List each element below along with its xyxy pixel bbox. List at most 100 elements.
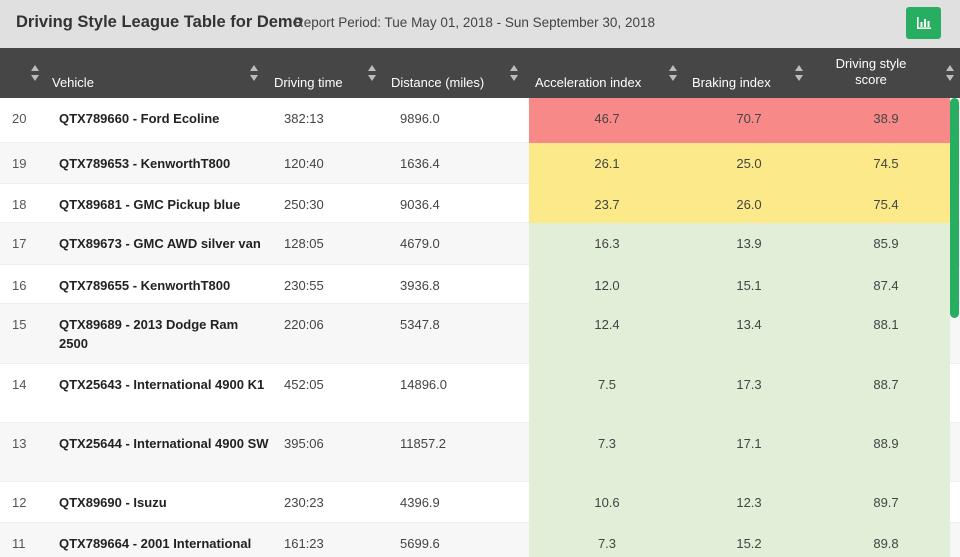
- column-header-score[interactable]: Driving style score: [808, 48, 960, 98]
- column-label-acceleration: Acceleration index: [535, 75, 642, 90]
- chart-view-button[interactable]: [906, 7, 941, 39]
- title-bar: Driving Style League Table for Demo Repo…: [0, 0, 960, 48]
- report-period: Report Period: Tue May 01, 2018 - Sun Se…: [294, 15, 655, 30]
- score-cell: 88.7: [873, 377, 899, 392]
- acceleration-cell: 7.3: [597, 536, 617, 551]
- vehicle-cell: QTX89673 - GMC AWD silver van: [59, 236, 261, 251]
- score-highlight: [529, 143, 950, 184]
- sort-icon: [946, 65, 954, 81]
- acceleration-cell: 12.4: [594, 317, 620, 332]
- driving-time-cell: 128:05: [284, 236, 324, 251]
- score-highlight: [529, 423, 950, 482]
- table-row[interactable]: 20 QTX789660 - Ford Ecoline 382:13 9896.0 46…: [0, 98, 960, 143]
- distance-cell: 14896.0: [400, 377, 447, 392]
- score-highlight: [529, 265, 950, 304]
- score-highlight: [529, 482, 950, 523]
- rank-cell: 19: [12, 156, 27, 171]
- braking-cell: 26.0: [736, 197, 762, 212]
- table-body: 20 QTX789660 - Ford Ecoline 382:13 9896.0 46…: [0, 98, 960, 557]
- driving-time-cell: 120:40: [284, 156, 324, 171]
- acceleration-cell: 16.3: [594, 236, 620, 251]
- driving-time-cell: 230:55: [284, 278, 324, 293]
- score-cell: 75.4: [873, 197, 899, 212]
- rank-cell: 13: [12, 436, 27, 451]
- score-highlight: [529, 523, 950, 557]
- score-cell: 88.9: [873, 436, 899, 451]
- column-label-driving-time: Driving time: [274, 75, 343, 90]
- rank-cell: 14: [12, 377, 27, 392]
- braking-cell: 70.7: [736, 111, 762, 126]
- rank-cell: 18: [12, 197, 27, 212]
- score-cell: 38.9: [873, 111, 899, 126]
- sort-icon: [250, 65, 258, 81]
- driving-time-cell: 220:06: [284, 317, 324, 332]
- sort-icon: [31, 65, 39, 81]
- distance-cell: 9896.0: [400, 111, 440, 126]
- score-highlight: [529, 364, 950, 423]
- vehicle-cell: QTX789660 - Ford Ecoline: [59, 111, 220, 126]
- acceleration-cell: 10.6: [594, 495, 620, 510]
- score-highlight: [529, 223, 950, 265]
- score-cell: 89.8: [873, 536, 899, 551]
- table-row[interactable]: 18 QTX89681 - GMC Pickup blue 250:30 9036.4…: [0, 184, 960, 223]
- table-header: Vehicle Driving time Distance (miles) Ac…: [0, 48, 960, 98]
- scrollbar-thumb[interactable]: [950, 98, 959, 318]
- rank-cell: 17: [12, 236, 27, 251]
- vehicle-cell: QTX89681 - GMC Pickup blue: [59, 197, 241, 212]
- table-row[interactable]: 12 QTX89690 - Isuzu 230:23 4396.9 10.6 12.3 89…: [0, 482, 960, 523]
- score-highlight: [529, 184, 950, 223]
- distance-cell: 1636.4: [400, 156, 440, 171]
- braking-cell: 15.1: [736, 278, 762, 293]
- column-header-vehicle[interactable]: Vehicle: [50, 48, 265, 98]
- rank-cell: 12: [12, 495, 27, 510]
- distance-cell: 5347.8: [400, 317, 440, 332]
- table-row[interactable]: 19 QTX789653 - KenworthT800 120:40 1636.4 26…: [0, 143, 960, 184]
- sort-icon: [795, 65, 803, 81]
- column-header-rank[interactable]: [0, 48, 50, 98]
- table-row[interactable]: 17 QTX89673 - GMC AWD silver van 128:05 467…: [0, 223, 960, 265]
- table-row[interactable]: 11 QTX789664 - 2001 International 4900 161…: [0, 523, 960, 557]
- acceleration-cell: 46.7: [594, 111, 620, 126]
- driving-time-cell: 382:13: [284, 111, 324, 126]
- braking-cell: 25.0: [736, 156, 762, 171]
- distance-cell: 9036.4: [400, 197, 440, 212]
- acceleration-cell: 23.7: [594, 197, 620, 212]
- vehicle-cell: QTX789655 - KenworthT800: [59, 278, 231, 293]
- braking-cell: 12.3: [736, 495, 762, 510]
- table-row[interactable]: 14 QTX25643 - International 4900 K1 452:05…: [0, 364, 960, 423]
- column-header-driving-time[interactable]: Driving time: [265, 48, 383, 98]
- driving-time-cell: 230:23: [284, 495, 324, 510]
- bar-chart-icon: [916, 17, 931, 29]
- vehicle-cell: QTX25644 - International 4900 SW: [59, 436, 269, 451]
- rank-cell: 16: [12, 278, 27, 293]
- table-row[interactable]: 13 QTX25644 - International 4900 SW 395:06…: [0, 423, 960, 482]
- table-row[interactable]: 15 QTX89689 - 2013 Dodge Ram 2500 220:06 53…: [0, 304, 960, 364]
- braking-cell: 13.9: [736, 236, 762, 251]
- acceleration-cell: 26.1: [594, 156, 620, 171]
- distance-cell: 4679.0: [400, 236, 440, 251]
- score-cell: 88.1: [873, 317, 899, 332]
- vehicle-cell: QTX25643 - International 4900 K1: [59, 377, 265, 392]
- braking-cell: 17.1: [736, 436, 762, 451]
- score-cell: 89.7: [873, 495, 899, 510]
- vehicle-cell: QTX789664 - 2001 International 4900: [59, 536, 252, 557]
- column-header-distance[interactable]: Distance (miles): [383, 48, 523, 98]
- distance-cell: 11857.2: [400, 436, 447, 451]
- score-cell: 74.5: [873, 156, 899, 171]
- braking-cell: 15.2: [736, 536, 762, 551]
- score-cell: 87.4: [873, 278, 899, 293]
- distance-cell: 5699.6: [400, 536, 440, 551]
- vehicle-cell: QTX89689 - 2013 Dodge Ram 2500: [59, 317, 239, 351]
- score-cell: 85.9: [873, 236, 899, 251]
- driving-time-cell: 395:06: [284, 436, 324, 451]
- score-highlight: [529, 98, 950, 143]
- sort-icon: [510, 65, 518, 81]
- column-label-vehicle: Vehicle: [52, 75, 94, 90]
- sort-icon: [368, 65, 376, 81]
- vehicle-cell: QTX89690 - Isuzu: [59, 495, 167, 510]
- table-row[interactable]: 16 QTX789655 - KenworthT800 230:55 3936.8 12…: [0, 265, 960, 304]
- column-header-acceleration[interactable]: Acceleration index: [523, 48, 683, 98]
- distance-cell: 3936.8: [400, 278, 440, 293]
- braking-cell: 17.3: [736, 377, 762, 392]
- column-header-braking[interactable]: Braking index: [683, 48, 808, 98]
